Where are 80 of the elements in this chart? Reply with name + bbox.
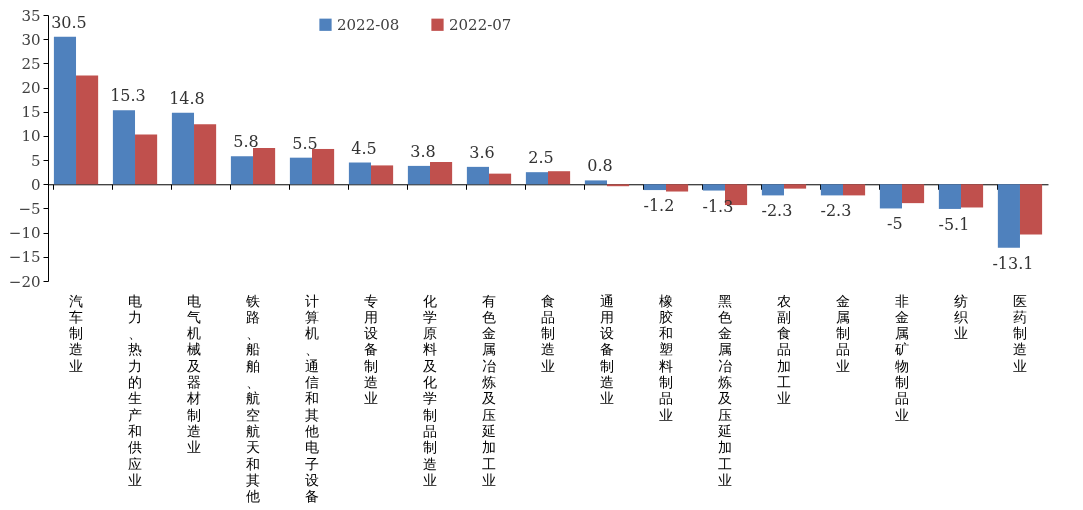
bar (407, 165, 431, 185)
x-tick-label: 专用设备制造业 (364, 292, 379, 407)
bar (489, 173, 512, 185)
category-label: 电气机械及器材制造业 (187, 292, 202, 456)
data-label: -1.3 (702, 196, 734, 216)
bar (842, 184, 866, 196)
data-label: -1.2 (643, 196, 675, 216)
y-tick-label: 25 (21, 54, 41, 73)
y-tick-label: 15 (21, 103, 41, 122)
data-label: 0.8 (587, 156, 613, 176)
bar (230, 156, 254, 185)
x-tick-label: 通用设备制造业 (600, 292, 614, 407)
bar (702, 184, 725, 191)
category-label: 铁路、船舶、航空航天和其他 (246, 292, 261, 505)
bar (1019, 184, 1043, 235)
bar (135, 134, 158, 185)
bar (466, 166, 489, 185)
bar (901, 184, 925, 204)
data-label: 2.5 (528, 148, 554, 168)
data-label: -5 (887, 214, 903, 234)
bar (548, 171, 571, 185)
data-label: -13.1 (992, 253, 1034, 273)
data-label: 5.8 (233, 132, 259, 152)
category-label: 电力、热力的生产和供应业 (128, 292, 143, 488)
y-tick-label: −20 (8, 272, 41, 291)
bar (348, 162, 372, 185)
bar (253, 148, 276, 185)
x-tick-label: 金属制品业 (835, 292, 850, 374)
data-label: 14.8 (169, 88, 205, 108)
bar (820, 184, 843, 196)
x-tick-label: 医药制造业 (1012, 292, 1027, 374)
bar (960, 184, 984, 208)
y-tick-label: 5 (30, 151, 41, 170)
y-tick-label: −10 (8, 224, 41, 243)
category-label: 有色金属冶炼及压延加工业 (482, 292, 496, 488)
legend-label: 2022-07 (449, 15, 512, 34)
legend-label: 2022-08 (337, 15, 400, 34)
y-tick-label: 20 (21, 79, 41, 98)
bar (643, 184, 666, 191)
y-tick-label: −15 (8, 248, 41, 267)
x-tick-label: 食品制造业 (541, 292, 555, 374)
bar (289, 157, 313, 185)
bar (997, 184, 1020, 248)
y-tick-label: 10 (21, 127, 41, 146)
data-label: 15.3 (110, 86, 146, 106)
bar (938, 184, 961, 209)
bar (194, 124, 217, 185)
data-label: 30.5 (51, 12, 87, 32)
y-tick-label: 30 (21, 30, 41, 49)
y-tick-label: 0 (30, 175, 41, 194)
x-tick-label: 汽车制造业 (69, 292, 84, 374)
bar (371, 165, 394, 185)
data-label: -5.1 (938, 214, 970, 234)
bar (665, 184, 689, 192)
x-tick-label: 纺织业 (953, 292, 968, 342)
bar (430, 162, 453, 185)
bar (783, 184, 807, 189)
x-tick-label: 橡胶和塑料制品业 (658, 292, 673, 423)
bar (761, 184, 784, 196)
x-tick-label: 农副食品加工业 (776, 292, 791, 407)
x-tick-label: 非金属矿物制品业 (893, 292, 909, 423)
y-tick-label: −5 (18, 199, 41, 218)
data-label: -2.3 (761, 201, 793, 221)
bar (76, 75, 99, 185)
bar (171, 112, 195, 185)
bar (112, 110, 136, 185)
bar (879, 184, 902, 209)
category-label: 化学原料及化学制品制造业 (423, 292, 438, 488)
bar (584, 180, 607, 185)
category-label: 黑色金属冶炼及压延加工业 (717, 292, 732, 488)
data-label: 3.6 (469, 142, 495, 162)
bar (525, 172, 548, 185)
data-label: 5.5 (292, 133, 318, 153)
data-label: 3.8 (410, 141, 436, 161)
y-tick-label: 35 (21, 6, 41, 25)
data-label: -2.3 (820, 201, 852, 221)
category-label: 计算机、通信和其他电子设备 (305, 292, 320, 505)
bar (53, 36, 77, 185)
data-label: 4.5 (351, 138, 377, 158)
bar (312, 148, 335, 185)
